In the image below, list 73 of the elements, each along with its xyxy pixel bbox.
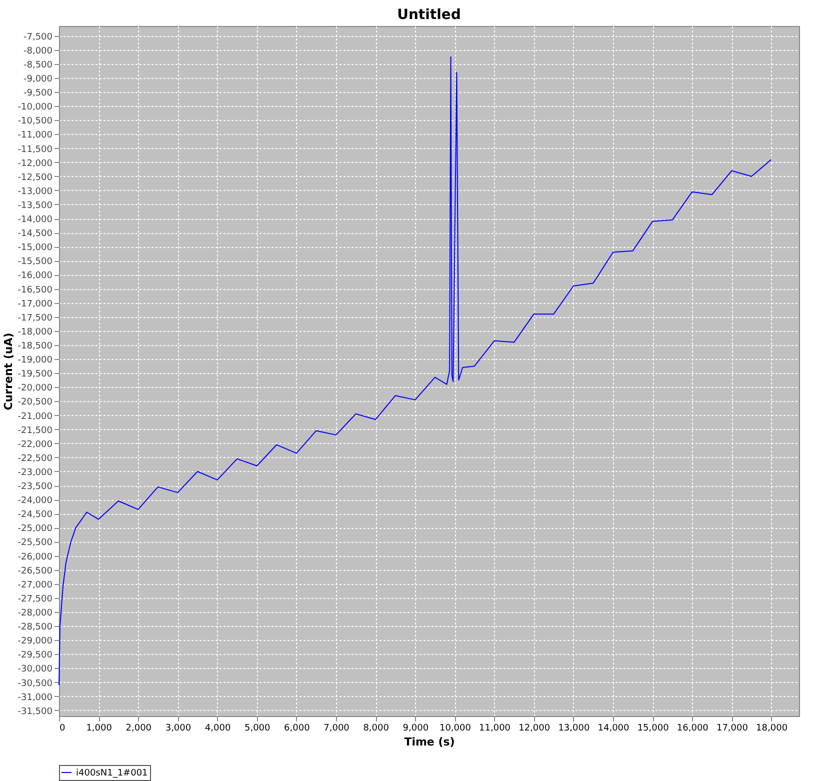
x-tick-label: 15,000 [637, 724, 670, 734]
x-tick-label: 5,000 [244, 724, 271, 734]
y-tick-label: -11,000 [18, 130, 53, 141]
x-axis-title: Time (s) [404, 736, 455, 748]
line-series [58, 56, 772, 686]
y-tick-label: -27,000 [18, 580, 53, 590]
x-tick-label: 8,000 [363, 724, 390, 734]
x-tick-label: 11,000 [479, 724, 511, 734]
x-tick-label: 4,000 [204, 724, 231, 734]
y-tick-label: -8,500 [23, 60, 53, 70]
y-tick-label: -22,500 [18, 454, 53, 464]
y-tick-label: -22,000 [18, 440, 53, 450]
y-tick-label: -23,000 [18, 468, 53, 478]
y-tick-label: -7,500 [23, 32, 53, 42]
chart-title: Untitled [397, 7, 461, 23]
y-tick-label: -26,000 [18, 552, 53, 562]
y-tick-label: -30,500 [18, 678, 53, 689]
y-tick-label: -8,000 [23, 46, 53, 56]
y-tick-label: -21,500 [18, 426, 53, 436]
y-tick-label: -10,500 [18, 116, 53, 127]
y-tick-label: -16,500 [18, 285, 53, 296]
y-tick-label: -31,000 [18, 692, 53, 703]
x-tick-label: 1,000 [86, 724, 112, 734]
y-tick-label: -18,500 [18, 342, 53, 352]
y-tick-label: -28,500 [18, 622, 53, 633]
y-tick-label: -15,500 [18, 257, 53, 268]
y-tick-label: -19,000 [18, 356, 53, 366]
x-tick-label: 3,000 [165, 724, 192, 734]
y-axis-title: Current (uA) [2, 332, 15, 410]
y-tick-label: -19,500 [18, 370, 53, 380]
legend-label: i400sN1_1#001 [76, 768, 148, 778]
y-tick-label: -13,000 [18, 186, 53, 197]
x-tick-label: 2,000 [126, 724, 152, 734]
y-tick-label: -14,500 [18, 229, 53, 240]
y-tick-label: -29,500 [18, 650, 53, 661]
x-tick-label: 17,000 [716, 724, 748, 734]
y-tick-label: -17,500 [18, 313, 53, 324]
y-tick-label: -25,500 [18, 538, 53, 548]
y-tick-label: -9,000 [23, 74, 53, 84]
y-tick-label: -30,000 [18, 664, 53, 675]
y-tick-label: -10,000 [18, 102, 53, 113]
y-tick-label: -18,000 [18, 327, 53, 338]
x-tick-label: 14,000 [598, 724, 630, 734]
y-tick-label: -23,500 [18, 482, 53, 492]
y-tick-label: -27,500 [18, 594, 53, 604]
y-tick-label: -26,500 [18, 566, 53, 576]
y-tick-label: -28,000 [18, 608, 53, 619]
x-tick-label: 7,000 [324, 724, 350, 734]
y-tick-label: -21,000 [18, 412, 53, 422]
x-tick-label: 18,000 [756, 724, 788, 734]
x-tick-label: 16,000 [676, 724, 709, 734]
y-tick-label: -16,000 [18, 271, 53, 282]
y-tick-label: -24,000 [18, 496, 53, 506]
x-tick-label: 0 [60, 724, 66, 734]
y-tick-label: -17,000 [18, 299, 53, 310]
y-tick-label: -31,500 [18, 706, 53, 717]
y-tick-label: -15,000 [18, 243, 53, 254]
y-tick-label: -13,500 [18, 200, 53, 211]
y-tick-label: -11,500 [18, 144, 53, 155]
y-tick-label: -14,000 [18, 215, 53, 226]
y-tick-label: -25,000 [18, 524, 53, 534]
y-tick-label: -29,000 [18, 636, 53, 647]
y-tick-label: -20,000 [18, 384, 53, 394]
x-tick-label: 13,000 [558, 724, 590, 734]
x-tick-label: 10,000 [439, 724, 472, 734]
y-tick-label: -24,500 [18, 510, 53, 520]
x-tick-label: 9,000 [402, 724, 429, 734]
y-tick-label: -12,500 [18, 172, 53, 183]
y-tick-label: -12,000 [18, 158, 53, 169]
y-tick-label: -9,500 [23, 88, 53, 99]
x-tick-label: 6,000 [284, 724, 310, 734]
y-tick-label: -20,500 [18, 398, 53, 408]
x-tick-label: 12,000 [518, 724, 550, 734]
